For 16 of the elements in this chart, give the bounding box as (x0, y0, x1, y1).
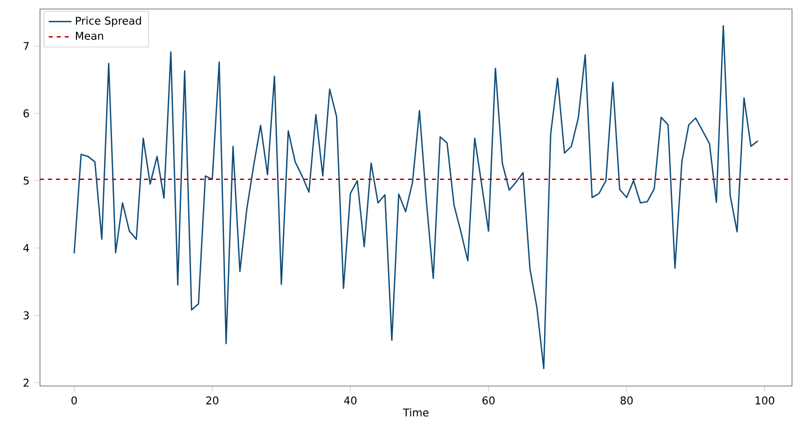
y-tick-label: 7 (24, 42, 29, 50)
legend-label: Price Spread (76, 16, 141, 27)
y-tick-label: 2 (24, 378, 29, 387)
x-tick-label: 20 (206, 396, 218, 404)
y-tick-label: 3 (24, 311, 29, 320)
legend-label: Mean (76, 32, 104, 40)
y-tick-label: 6 (24, 109, 29, 118)
x-tick-label: 0 (72, 396, 77, 404)
y-tick-label: 5 (24, 176, 29, 185)
y-tick-label: 4 (23, 244, 30, 252)
x-tick-label: 40 (344, 396, 356, 404)
line-series (74, 25, 758, 370)
x-tick-label: 60 (482, 396, 495, 404)
x-axis-title: Time (402, 408, 429, 417)
x-tick-label: 80 (620, 396, 633, 404)
x-tick-label: 100 (756, 396, 774, 404)
